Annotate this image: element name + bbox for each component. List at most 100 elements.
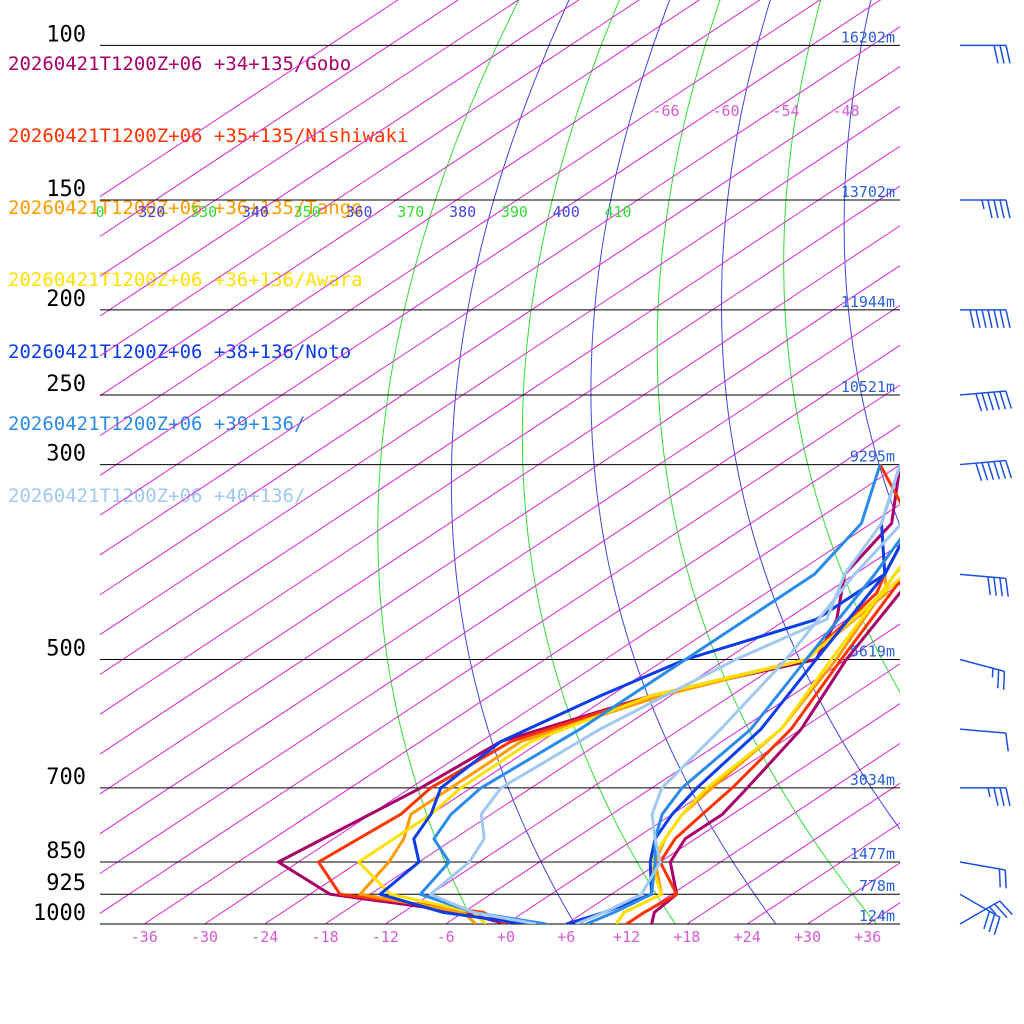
wind-barb-flag	[994, 903, 1008, 919]
wind-barb-staff	[959, 900, 1001, 925]
wind-barb-flag	[987, 461, 995, 480]
wind-barb-staff	[959, 573, 1006, 580]
pressure-label: 250	[46, 372, 86, 397]
isotherm	[928, 0, 1024, 924]
isotherm	[100, 344, 900, 875]
wind-barb	[959, 728, 1009, 752]
wind-barb-flag	[993, 461, 1001, 480]
temperature-line-2	[615, 566, 900, 924]
wind-barb	[959, 573, 1009, 597]
temperature-tick: +24	[734, 928, 761, 946]
temperature-tick: +30	[794, 928, 821, 946]
theta-label: 330	[190, 203, 217, 221]
height-label: 10521m	[841, 378, 895, 396]
wind-barb-flag	[997, 669, 1000, 689]
temperature-tick: -6	[437, 928, 455, 946]
wind-barb	[959, 893, 1001, 936]
dewpoint-line-5	[418, 464, 882, 924]
pressure-label: 150	[46, 177, 86, 202]
temperature-tick: -36	[131, 928, 158, 946]
height-label: 3034m	[850, 771, 895, 789]
isotherm	[566, 703, 900, 924]
isotherm	[505, 663, 900, 924]
wind-barb-flag	[1002, 671, 1006, 690]
wind-barb-flag	[993, 787, 999, 807]
wind-barb-staff	[959, 390, 1006, 396]
wind-barb-flag	[999, 900, 1013, 916]
temperature-line-1	[625, 578, 900, 924]
temperature-tick: +6	[557, 928, 575, 946]
wind-barb-staff	[959, 893, 1001, 918]
pressure-label: 500	[46, 636, 86, 661]
theta-label: 380	[449, 203, 476, 221]
pressure-label: 700	[46, 765, 86, 790]
isotherm	[385, 583, 900, 924]
wind-barb-flag	[987, 199, 993, 219]
height-label: 124m	[859, 907, 895, 925]
isotherm	[100, 384, 900, 914]
wind-barb	[959, 861, 1007, 889]
dry-adiabat	[1015, 0, 1024, 924]
height-label: 9295m	[850, 448, 895, 466]
wind-barb-flag	[993, 45, 999, 64]
wind-barb-flag	[999, 309, 1005, 329]
legend-entry-nishiwaki: 20260421T1200Z+06 +35+135/Nishiwaki	[8, 125, 409, 147]
wind-barb-flag	[981, 309, 987, 329]
height-label: 16202m	[841, 28, 895, 46]
dry-adiabat	[521, 0, 676, 924]
theta-label: 340	[242, 203, 269, 221]
pressure-label: 925	[46, 871, 86, 896]
temperature-line-4	[565, 542, 900, 924]
wind-barb-flag	[1005, 309, 1011, 329]
isotherm	[445, 623, 900, 924]
wind-barb-flag	[1005, 199, 1011, 219]
legend-entry-awara: 20260421T1200Z+06 +36+136/Awara	[8, 269, 363, 291]
dry-adiabat	[590, 0, 777, 924]
temperature-tick: -18	[312, 928, 339, 946]
upper-temperature-label: -48	[832, 102, 859, 120]
isotherm	[100, 0, 459, 238]
wind-barb-flag	[987, 392, 995, 411]
pressure-label: 100	[46, 22, 86, 47]
wind-barb	[959, 658, 1006, 690]
wind-barb-flag	[1005, 390, 1013, 409]
wind-barb-half-flag	[981, 199, 985, 210]
wind-barb-flag	[1005, 578, 1009, 597]
pressure-label: 850	[46, 839, 86, 864]
isotherm	[324, 543, 900, 924]
pressure-label: 1000	[33, 901, 86, 926]
wind-barb-flag	[999, 199, 1005, 219]
wind-barb	[960, 199, 1011, 219]
legend-entry-gobo: 20260421T1200Z+06 +34+135/Gobo	[8, 53, 352, 75]
wind-barb-flag	[993, 199, 999, 219]
theta-label: 360	[345, 203, 372, 221]
wind-barb-flag	[999, 787, 1005, 807]
theta-label: 0	[95, 203, 104, 221]
wind-barb-flag	[993, 917, 1001, 936]
upper-temperature-label: -60	[712, 102, 739, 120]
wind-barb-flag	[1004, 869, 1007, 889]
wind-barb-staff	[959, 861, 1006, 871]
pressure-label: 300	[46, 442, 86, 467]
wind-barb-flag	[999, 577, 1004, 597]
theta-label: 390	[501, 203, 528, 221]
pressure-label: 200	[46, 287, 86, 312]
isotherm	[143, 424, 900, 924]
wind-barb-flag	[1005, 732, 1009, 752]
wind-barb-flag	[993, 391, 1001, 410]
temperature-line-5	[585, 536, 900, 924]
wind-barb-flag	[969, 309, 975, 329]
wind-barb-flag	[987, 576, 992, 596]
wind-barb-flag	[981, 392, 989, 411]
dewpoint-line-6	[429, 464, 900, 924]
wind-barb-flag	[1005, 45, 1011, 64]
wind-barb-flag	[1005, 787, 1011, 807]
upper-temperature-label: -54	[772, 102, 799, 120]
temperature-line-3	[615, 564, 900, 924]
dewpoint-line-2	[358, 542, 900, 924]
legend-entry-tango: 20260421T1200Z+06 +36+135/Tango	[8, 197, 363, 219]
theta-label: 320	[138, 203, 165, 221]
wind-barb-flag	[999, 391, 1007, 410]
wind-barb-staff	[959, 658, 1005, 673]
theta-label: 370	[397, 203, 424, 221]
